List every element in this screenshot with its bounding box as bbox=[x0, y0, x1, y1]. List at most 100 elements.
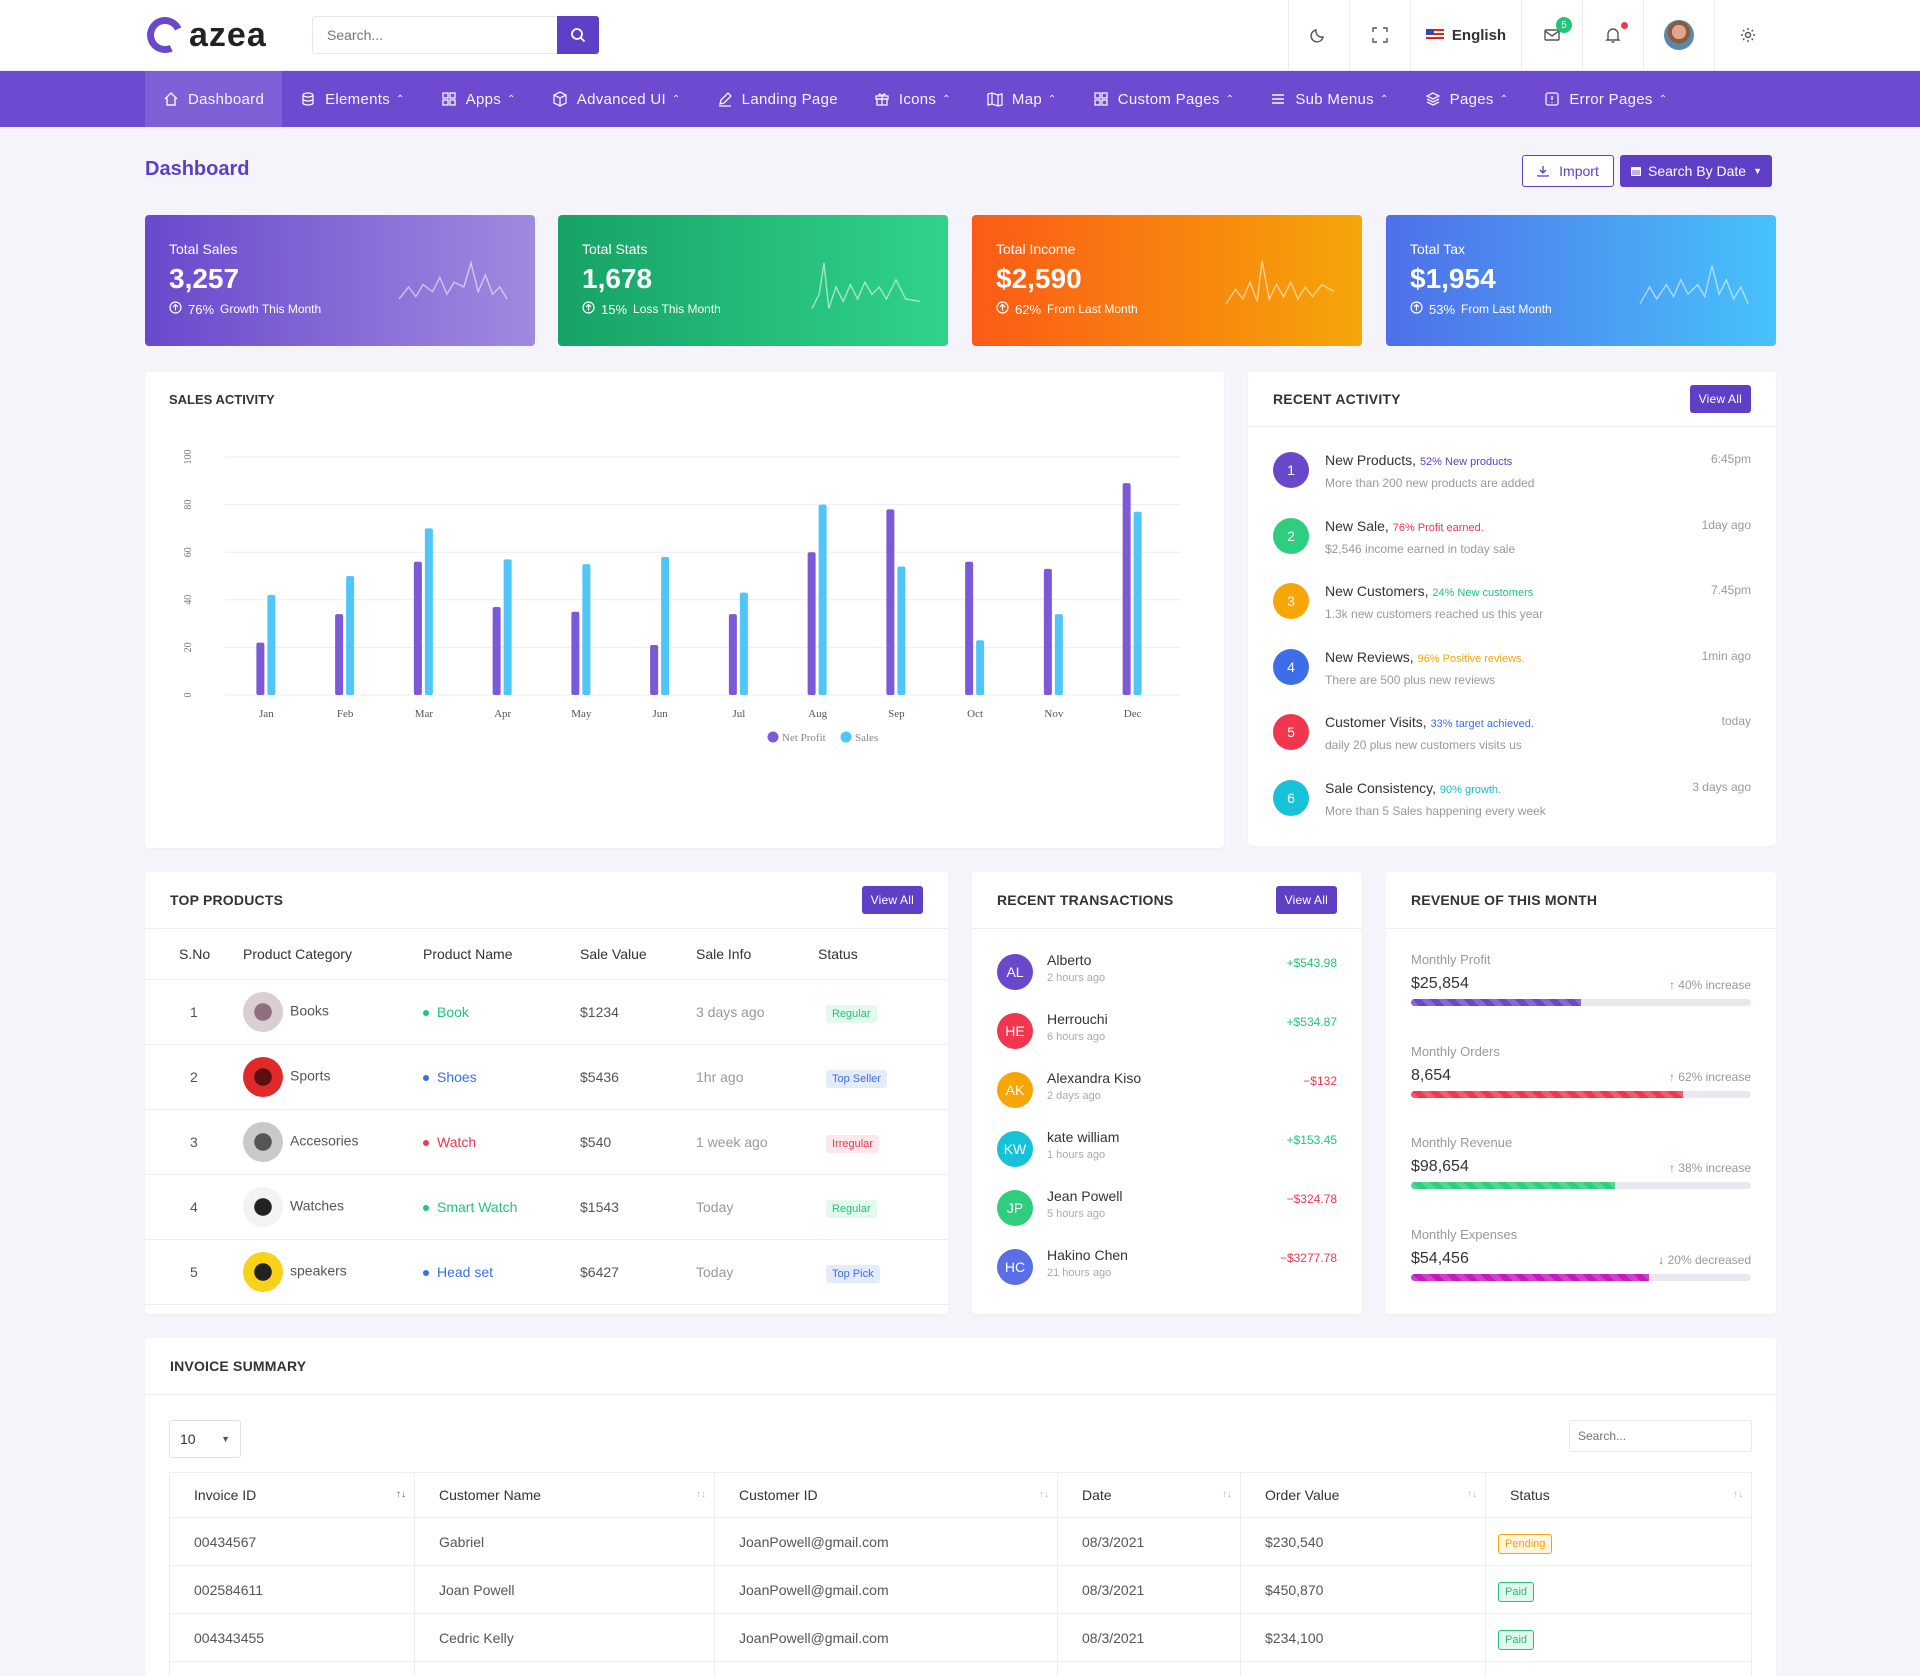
invoice-column-header[interactable]: Status ↑↓ bbox=[1485, 1472, 1752, 1518]
transaction-item[interactable]: AL Alberto 2 hours ago +$543.98 bbox=[997, 952, 1337, 1002]
invoice-column-header[interactable]: Order Value ↑↓ bbox=[1240, 1472, 1486, 1518]
sparkline-icon bbox=[811, 262, 921, 309]
invoice-name: Gabriel bbox=[414, 1517, 715, 1566]
nav-item-advanced-ui[interactable]: Advanced UI ⌃ bbox=[534, 71, 699, 127]
profile-menu[interactable] bbox=[1643, 0, 1714, 70]
table-row[interactable] bbox=[169, 1661, 1752, 1676]
nav-item-icons[interactable]: Icons ⌃ bbox=[856, 71, 969, 127]
transactions-view-all-button[interactable]: View All bbox=[1275, 886, 1337, 914]
product-name[interactable]: Book bbox=[437, 1003, 469, 1020]
invoice-column-header[interactable]: Customer ID ↑↓ bbox=[714, 1472, 1058, 1518]
legend-marker bbox=[840, 731, 852, 743]
settings-button[interactable] bbox=[1714, 0, 1780, 70]
product-name[interactable]: Shoes bbox=[437, 1068, 477, 1085]
chevron-up-icon: ⌃ bbox=[671, 93, 681, 105]
bar-net-profit bbox=[1043, 568, 1052, 695]
bar-sales bbox=[424, 528, 433, 695]
revenue-change: ↓ 20% decreased bbox=[1658, 1253, 1751, 1267]
table-row[interactable]: 1 Books Book $1234 3 days ago Regular bbox=[145, 979, 948, 1045]
status-badge: Pending bbox=[1498, 1533, 1553, 1554]
product-name[interactable]: Smart Watch bbox=[437, 1198, 518, 1215]
progress-fill bbox=[1411, 1273, 1649, 1281]
transaction-details: Jean Powell 5 hours ago bbox=[1047, 1188, 1287, 1220]
activity-item[interactable]: 4 New Reviews, 96% Positive reviews. There… bbox=[1273, 648, 1751, 715]
product-name[interactable]: Watch bbox=[437, 1133, 477, 1150]
import-button[interactable]: Import bbox=[1522, 155, 1614, 187]
revenue-change: ↑ 40% increase bbox=[1669, 978, 1751, 992]
stat-note: Loss This Month bbox=[633, 302, 721, 316]
nav-item-apps[interactable]: Apps ⌃ bbox=[423, 71, 534, 127]
top-products-view-all-button[interactable]: View All bbox=[861, 886, 923, 914]
product-name-cell: Watch bbox=[423, 1109, 580, 1175]
search-by-date-label: Search By Date bbox=[1648, 163, 1747, 179]
activity-line: New Customers, 24% New customers bbox=[1325, 583, 1711, 599]
stat-note: Growth This Month bbox=[220, 302, 322, 316]
avatar: AK bbox=[997, 1072, 1033, 1108]
transaction-item[interactable]: HC Hakino Chen 21 hours ago −$3277.78 bbox=[997, 1247, 1337, 1297]
notifications-button[interactable] bbox=[1582, 0, 1643, 70]
invoice-column-header[interactable]: Invoice ID ↑↓ bbox=[169, 1472, 415, 1518]
nav-item-elements[interactable]: Elements ⌃ bbox=[282, 71, 423, 127]
stat-percent: 62% bbox=[1015, 301, 1042, 317]
stat-card-total-tax: Total Tax $1,954 53% From Last Month bbox=[1386, 215, 1776, 346]
invoice-id: 00434567 bbox=[169, 1517, 415, 1566]
table-row[interactable]: 002584611 Joan Powell JoanPowell@gmail.com… bbox=[169, 1565, 1752, 1614]
activity-item[interactable]: 2 New Sale, 76% Profit earned. $2,546 inco… bbox=[1273, 517, 1751, 584]
revenue-change: ↑ 38% increase bbox=[1669, 1161, 1751, 1175]
transaction-amount: −$3277.78 bbox=[1279, 1251, 1337, 1265]
activity-tag: 52% New products bbox=[1419, 456, 1513, 468]
dark-mode-toggle[interactable] bbox=[1288, 0, 1349, 70]
nav-item-pages[interactable]: Pages ⌃ bbox=[1407, 71, 1527, 127]
logo[interactable]: azea bbox=[141, 11, 267, 59]
invoice-search-input[interactable] bbox=[1569, 1420, 1752, 1452]
search-by-date-button[interactable]: Search By Date ▼ bbox=[1620, 155, 1772, 187]
column-label: Status bbox=[1510, 1487, 1550, 1503]
activity-tag: 24% New customers bbox=[1432, 587, 1534, 599]
invoice-column-header[interactable]: Date ↑↓ bbox=[1057, 1472, 1241, 1518]
nav-item-landing-page[interactable]: Landing Page bbox=[699, 71, 856, 127]
activity-item[interactable]: 5 Customer Visits, 33% target achieved. da… bbox=[1273, 714, 1751, 780]
table-row[interactable]: 5 speakers Head set $6427 Today Top Pick bbox=[145, 1239, 948, 1305]
search-button[interactable] bbox=[557, 16, 599, 54]
page-size-select[interactable]: 10 ▼ bbox=[169, 1420, 241, 1458]
arrow-circle-up-icon bbox=[169, 301, 182, 317]
activity-item[interactable]: 6 Sale Consistency, 90% growth. More than … bbox=[1273, 779, 1751, 846]
nav-item-error-pages[interactable]: Error Pages ⌃ bbox=[1526, 71, 1685, 127]
activity-item[interactable]: 1 New Products, 52% New products More than… bbox=[1273, 452, 1751, 518]
table-row[interactable]: 3 Accesories Watch $540 1 week ago Irregular bbox=[145, 1109, 948, 1175]
nav-item-sub-menus[interactable]: Sub Menus ⌃ bbox=[1252, 71, 1406, 127]
table-row[interactable]: 004343455 Cedric Kelly JoanPowell@gmail.co… bbox=[169, 1613, 1752, 1662]
status-dot bbox=[423, 1139, 429, 1146]
table-row[interactable]: 2 Sports Shoes $5436 1hr ago Top Seller bbox=[145, 1044, 948, 1110]
search-input[interactable] bbox=[312, 16, 557, 54]
main-navigation: Dashboard Elements ⌃ Apps ⌃ Advanced UI ⌃ Landi… bbox=[0, 71, 1920, 127]
transaction-item[interactable]: KW kate william 1 hours ago +$153.45 bbox=[997, 1129, 1337, 1179]
nav-item-map[interactable]: Map ⌃ bbox=[969, 71, 1075, 127]
invoice-id: 002584611 bbox=[169, 1565, 415, 1614]
stat-title: Total Tax bbox=[1410, 241, 1465, 257]
nav-item-custom-pages[interactable]: Custom Pages ⌃ bbox=[1075, 71, 1253, 127]
messages-button[interactable]: 5 bbox=[1521, 0, 1582, 70]
activity-line: New Products, 52% New products bbox=[1325, 452, 1711, 468]
page-title: Dashboard bbox=[145, 158, 250, 180]
nav-item-dashboard[interactable]: Dashboard bbox=[145, 71, 283, 127]
status-dot bbox=[423, 1074, 429, 1081]
transaction-item[interactable]: JP Jean Powell 5 hours ago −$324.78 bbox=[997, 1188, 1337, 1238]
transaction-item[interactable]: HE Herrouchi 6 hours ago +$534.87 bbox=[997, 1011, 1337, 1061]
fullscreen-button[interactable] bbox=[1349, 0, 1410, 70]
product-name[interactable]: Head set bbox=[437, 1263, 494, 1280]
invoice-column-header[interactable]: Customer Name ↑↓ bbox=[414, 1472, 715, 1518]
table-row[interactable]: 00434567 Gabriel JoanPowell@gmail.com 08/3/… bbox=[169, 1517, 1752, 1566]
moon-icon bbox=[1310, 29, 1324, 43]
transaction-item[interactable]: AK Alexandra Kiso 2 days ago −$132 bbox=[997, 1070, 1337, 1120]
activity-number: 1 bbox=[1273, 452, 1309, 488]
recent-activity-view-all-button[interactable]: View All bbox=[1689, 385, 1751, 413]
language-selector[interactable]: English bbox=[1410, 0, 1521, 70]
status-cell: Regular bbox=[818, 979, 948, 1045]
invoice-date: 08/3/2021 bbox=[1057, 1613, 1241, 1662]
table-row[interactable]: 4 Watches Smart Watch $1543 Today Regular bbox=[145, 1174, 948, 1240]
activity-time: today bbox=[1721, 714, 1751, 728]
bar-net-profit bbox=[965, 561, 974, 695]
activity-item[interactable]: 3 New Customers, 24% New customers 1.3k ne… bbox=[1273, 583, 1751, 649]
transaction-time: 6 hours ago bbox=[1047, 1031, 1106, 1043]
